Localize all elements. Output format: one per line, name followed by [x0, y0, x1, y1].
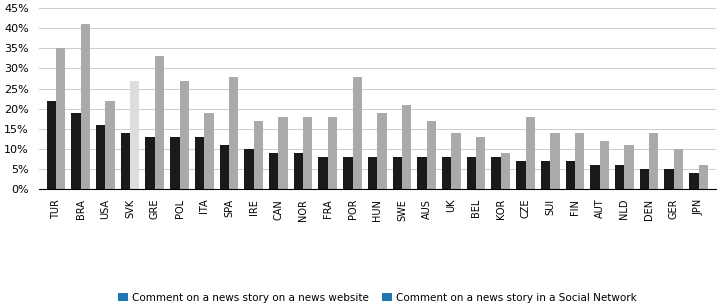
Bar: [47, 101, 56, 189]
Bar: [467, 157, 476, 189]
Bar: [170, 137, 179, 189]
Bar: [145, 137, 155, 189]
Bar: [590, 165, 600, 189]
Bar: [204, 113, 214, 189]
Bar: [155, 56, 164, 189]
Bar: [402, 105, 411, 189]
Bar: [615, 165, 624, 189]
Bar: [343, 157, 353, 189]
Bar: [418, 157, 427, 189]
Legend: Comment on a news story on a news website, Comment on a news story in a Social N: Comment on a news story on a news websit…: [114, 289, 641, 305]
Bar: [121, 133, 130, 189]
Bar: [541, 161, 550, 189]
Bar: [269, 153, 279, 189]
Bar: [526, 117, 535, 189]
Bar: [516, 161, 526, 189]
Bar: [377, 113, 387, 189]
Bar: [649, 133, 659, 189]
Bar: [476, 137, 485, 189]
Bar: [179, 81, 189, 189]
Bar: [566, 161, 575, 189]
Bar: [253, 121, 263, 189]
Bar: [427, 121, 436, 189]
Bar: [96, 125, 105, 189]
Bar: [639, 169, 649, 189]
Bar: [294, 153, 303, 189]
Bar: [353, 77, 362, 189]
Bar: [105, 101, 114, 189]
Bar: [244, 149, 253, 189]
Bar: [220, 145, 229, 189]
Bar: [130, 81, 140, 189]
Bar: [624, 145, 634, 189]
Bar: [328, 117, 337, 189]
Bar: [665, 169, 674, 189]
Bar: [392, 157, 402, 189]
Bar: [674, 149, 683, 189]
Bar: [318, 157, 328, 189]
Bar: [56, 48, 66, 189]
Bar: [501, 153, 510, 189]
Bar: [81, 24, 90, 189]
Bar: [195, 137, 204, 189]
Bar: [368, 157, 377, 189]
Bar: [698, 165, 708, 189]
Bar: [229, 77, 238, 189]
Bar: [689, 173, 698, 189]
Bar: [492, 157, 501, 189]
Bar: [71, 113, 81, 189]
Bar: [303, 117, 312, 189]
Bar: [279, 117, 288, 189]
Bar: [600, 141, 609, 189]
Bar: [575, 133, 585, 189]
Bar: [451, 133, 461, 189]
Bar: [442, 157, 451, 189]
Bar: [550, 133, 559, 189]
